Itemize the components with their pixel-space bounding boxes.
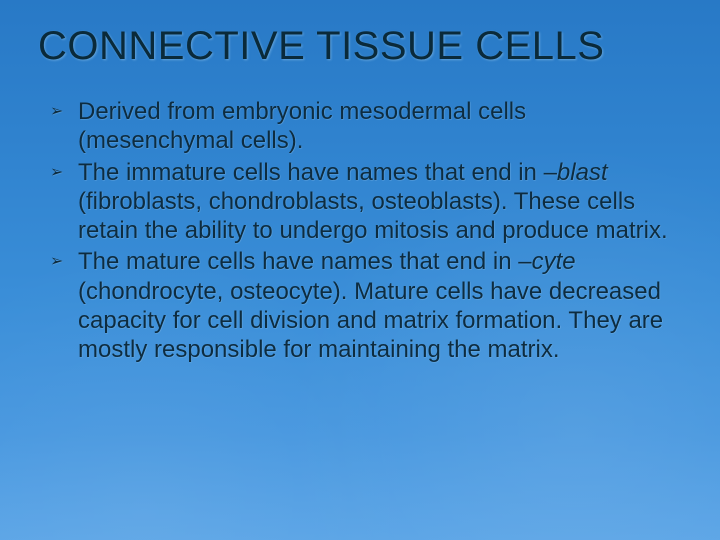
list-item: ➢ The immature cells have names that end… (48, 158, 676, 246)
bullet-text-post: (chondrocyte, osteocyte). Mature cells h… (78, 278, 663, 364)
slide: CONNECTIVE TISSUE CELLS ➢ Derived from e… (0, 0, 720, 540)
list-item: ➢ Derived from embryonic mesodermal cell… (48, 97, 676, 156)
bullet-marker-icon: ➢ (50, 102, 63, 122)
bullet-text-pre: The immature cells have names that end i… (78, 159, 557, 186)
bullet-text-post: (fibroblasts, chondroblasts, osteoblasts… (78, 188, 668, 244)
bullet-marker-icon: ➢ (50, 252, 63, 272)
slide-title: CONNECTIVE TISSUE CELLS (38, 24, 682, 69)
bullet-text-emphasis: cyte (532, 248, 576, 275)
bullet-list: ➢ Derived from embryonic mesodermal cell… (38, 97, 682, 364)
bullet-marker-icon: ➢ (50, 163, 63, 183)
bullet-text-emphasis: blast (557, 159, 608, 186)
bullet-text-pre: The mature cells have names that end in … (78, 248, 532, 275)
list-item: ➢ The mature cells have names that end i… (48, 247, 676, 364)
bullet-text: Derived from embryonic mesodermal cells … (78, 98, 526, 154)
